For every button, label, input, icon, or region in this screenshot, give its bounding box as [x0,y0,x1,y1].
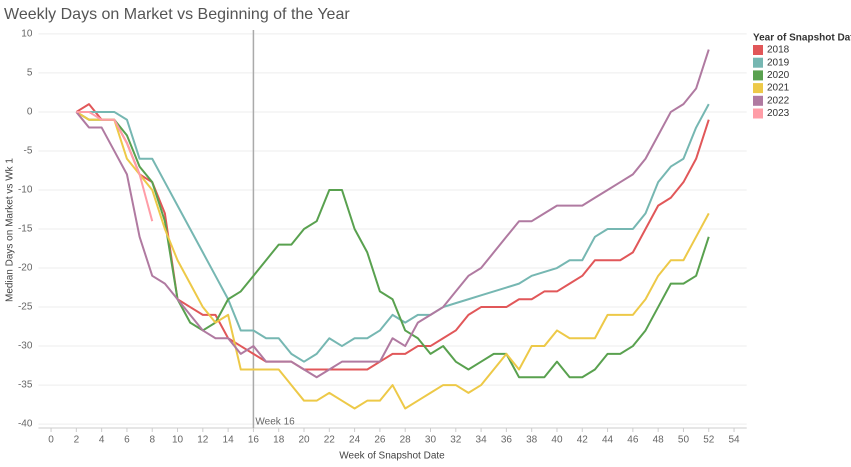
legend-label: 2018 [767,45,790,56]
series-line [76,103,710,363]
x-tick-label: 48 [653,435,665,446]
series-line [75,111,710,379]
x-axis-title: Week of Snapshot Date [339,451,445,462]
reference-label: Week 16 [255,417,295,428]
legend-label: 2022 [767,95,790,106]
x-tick-label: 34 [476,435,488,446]
x-tick-label: 16 [248,435,260,446]
x-tick-label: 42 [577,435,589,446]
legend-label: 2020 [767,70,790,81]
series-line [75,103,710,371]
x-tick-label: 40 [551,435,563,446]
legend-swatch [753,57,763,68]
x-tick-label: 38 [526,435,538,446]
x-tick-label: 26 [374,435,386,446]
legend-swatch [753,95,763,106]
x-tick-label: 20 [298,435,310,446]
legend-swatch [753,108,763,119]
x-tick-label: 18 [273,435,285,446]
y-axis-title: Median Days on Market vs Wk 1 [5,158,16,302]
legend-swatch [753,70,763,81]
x-tick-label: 4 [99,435,105,446]
y-tick-label: -35 [18,380,33,391]
legend-label: 2023 [767,108,790,119]
x-tick-label: 22 [324,435,336,446]
y-tick-label: -40 [18,419,33,430]
x-tick-label: 44 [602,435,614,446]
x-tick-label: 32 [450,435,462,446]
legend-label: 2019 [767,57,790,68]
y-tick-label: 10 [21,29,33,40]
x-tick-label: 0 [48,435,54,446]
x-tick-label: 50 [678,435,690,446]
x-tick-label: 36 [501,435,513,446]
y-tick-label: 0 [27,107,33,118]
series-line [75,49,710,379]
x-tick-label: 28 [400,435,412,446]
x-tick-label: 30 [425,435,437,446]
x-tick-label: 12 [197,435,209,446]
y-tick-label: -25 [18,302,33,313]
x-tick-label: 54 [728,435,740,446]
series-line [75,111,710,410]
y-tick-label: -20 [18,263,33,274]
y-tick-label: -10 [18,185,33,196]
x-tick-label: 24 [349,435,361,446]
legend-swatch [753,83,763,94]
y-tick-label: 5 [27,68,33,79]
x-tick-label: 14 [223,435,235,446]
x-tick-label: 52 [703,435,715,446]
x-tick-label: 8 [149,435,155,446]
x-tick-label: 2 [74,435,80,446]
x-tick-label: 46 [627,435,639,446]
legend-title: Year of Snapshot Date [753,33,851,44]
legend-swatch [753,45,763,55]
y-tick-label: -30 [18,341,33,352]
y-tick-label: -5 [23,146,32,157]
series-line [76,110,154,222]
x-tick-label: 6 [124,435,130,446]
x-tick-label: 10 [172,435,184,446]
chart-title: Weekly Days on Market vs Beginning of th… [4,6,350,23]
y-tick-label: -15 [18,224,33,235]
legend-label: 2021 [767,83,790,94]
